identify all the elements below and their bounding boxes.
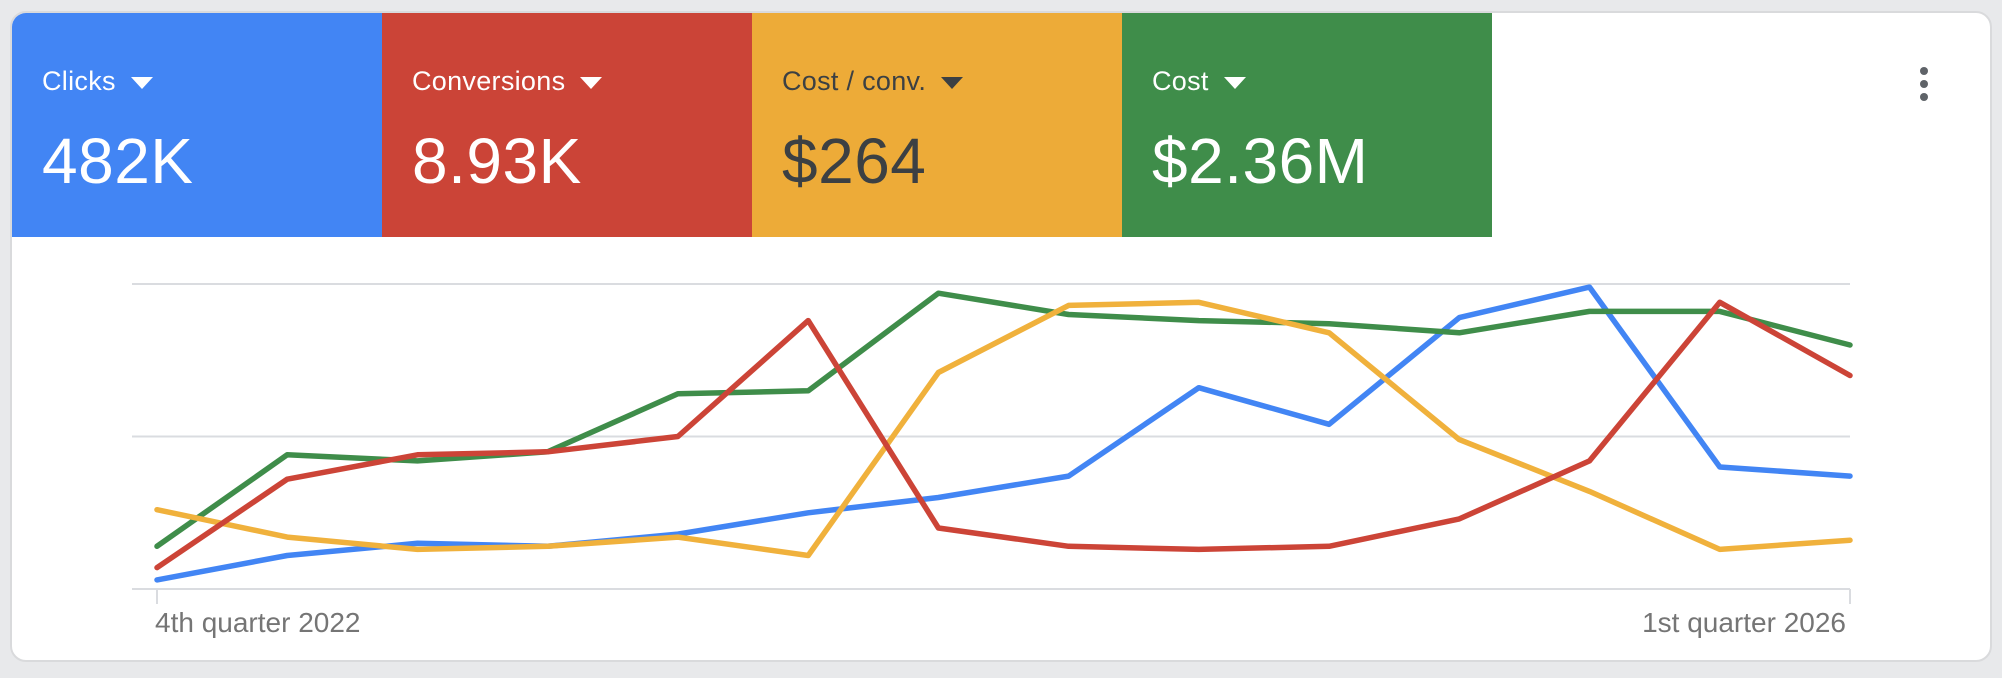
kebab-menu-icon [1920,67,1928,101]
clicks-line [154,284,1853,583]
metric-card-cost[interactable]: Cost $2.36M [1122,13,1492,237]
dropdown-arrow-icon [130,77,153,89]
dropdown-arrow-icon [580,77,603,89]
metric-selector[interactable]: Cost [1152,68,1492,95]
metric-selector[interactable]: Clicks [42,68,382,95]
more-options-button[interactable] [1900,60,1948,108]
metric-selector[interactable]: Conversions [412,68,752,95]
metric-card-label: Cost [1152,66,1209,96]
metric-selector[interactable]: Cost / conv. [782,68,1122,95]
metric-card-label: Conversions [412,66,566,96]
x-axis-label-end: 1st quarter 2026 [1642,607,1846,638]
metric-card-value: $264 [782,125,927,197]
cost-conv-line [154,299,1853,559]
x-axis-label-start: 4th quarter 2022 [155,607,361,638]
metric-card-value: 8.93K [412,125,582,197]
dropdown-arrow-icon [941,77,964,89]
metric-card-label: Clicks [42,66,116,96]
metric-card-label: Cost / conv. [782,66,927,96]
dropdown-arrow-icon [1223,77,1246,89]
kebab-dot [1920,93,1928,101]
cost-line [154,290,1853,550]
kebab-dot [1920,80,1928,88]
kebab-dot [1920,67,1928,75]
metric-cards-row: Clicks 482K Conversions 8.93K Cost / con… [12,13,1492,237]
timeseries-chart [132,283,1853,604]
metric-card-value: $2.36M [1152,125,1369,197]
metric-card-clicks[interactable]: Clicks 482K [12,13,382,237]
overview-performance-panel: 4th quarter 2022 1st quarter 2026 Clicks… [10,11,1992,662]
chart-series-lines [154,284,1853,583]
conversions-line [154,299,1853,571]
metric-card-conversions[interactable]: Conversions 8.93K [382,13,752,237]
metric-card-cost-per-conv[interactable]: Cost / conv. $264 [752,13,1122,237]
metric-card-value: 482K [42,125,194,197]
